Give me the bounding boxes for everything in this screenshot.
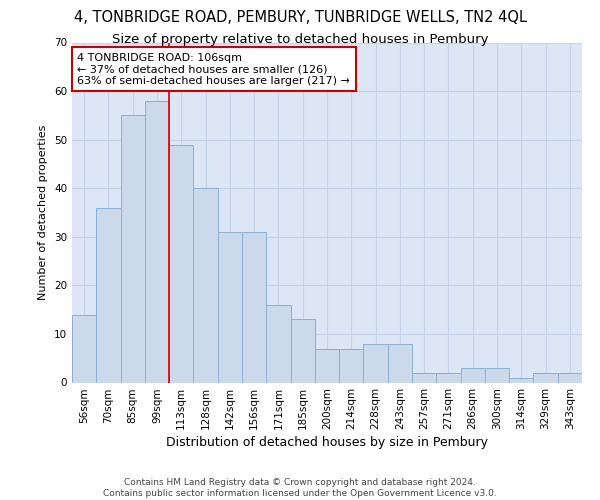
Bar xyxy=(242,232,266,382)
Text: Size of property relative to detached houses in Pembury: Size of property relative to detached ho… xyxy=(112,32,488,46)
Bar xyxy=(412,373,436,382)
X-axis label: Distribution of detached houses by size in Pembury: Distribution of detached houses by size … xyxy=(166,436,488,450)
Bar xyxy=(364,344,388,382)
Bar xyxy=(461,368,485,382)
Bar xyxy=(218,232,242,382)
Bar xyxy=(96,208,121,382)
Bar xyxy=(169,144,193,382)
Text: Contains HM Land Registry data © Crown copyright and database right 2024.
Contai: Contains HM Land Registry data © Crown c… xyxy=(103,478,497,498)
Bar xyxy=(290,320,315,382)
Bar xyxy=(388,344,412,382)
Bar xyxy=(72,314,96,382)
Bar xyxy=(533,373,558,382)
Bar xyxy=(558,373,582,382)
Bar xyxy=(436,373,461,382)
Bar xyxy=(266,305,290,382)
Bar xyxy=(485,368,509,382)
Bar xyxy=(315,348,339,382)
Bar xyxy=(339,348,364,382)
Bar xyxy=(509,378,533,382)
Y-axis label: Number of detached properties: Number of detached properties xyxy=(38,125,49,300)
Bar xyxy=(193,188,218,382)
Text: 4, TONBRIDGE ROAD, PEMBURY, TUNBRIDGE WELLS, TN2 4QL: 4, TONBRIDGE ROAD, PEMBURY, TUNBRIDGE WE… xyxy=(74,10,527,25)
Text: 4 TONBRIDGE ROAD: 106sqm
← 37% of detached houses are smaller (126)
63% of semi-: 4 TONBRIDGE ROAD: 106sqm ← 37% of detach… xyxy=(77,52,350,86)
Bar xyxy=(121,116,145,382)
Bar xyxy=(145,101,169,382)
